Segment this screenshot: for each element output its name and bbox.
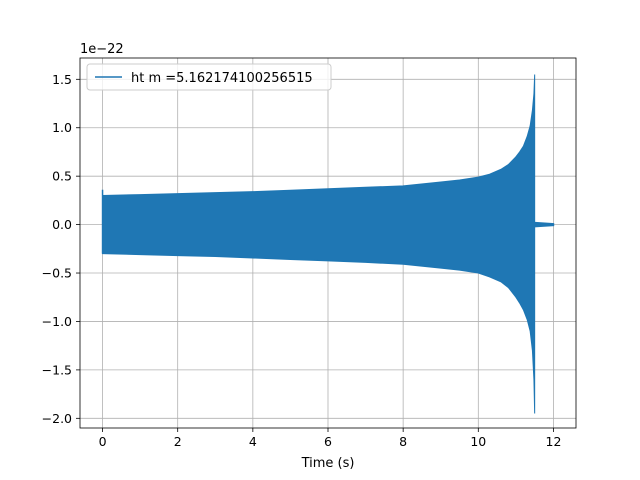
- x-tick-label: 6: [324, 434, 332, 449]
- y-tick-label: 0.5: [52, 169, 72, 184]
- y-tick-label: 1.5: [52, 72, 72, 87]
- x-axis-label: Time (s): [301, 456, 355, 471]
- waveform-ringdown: [534, 221, 555, 228]
- waveform-envelope: [102, 74, 536, 414]
- y-tick-label: −1.0: [42, 314, 72, 329]
- y-offset-label: 1e−22: [80, 42, 124, 57]
- x-tick-label: 10: [470, 434, 486, 449]
- x-tick-label: 4: [249, 434, 257, 449]
- legend-label: ht m =5.162174100256515: [131, 71, 313, 86]
- x-tick-label: 8: [399, 434, 407, 449]
- legend-box: [86, 63, 332, 91]
- x-tick-label: 0: [99, 434, 107, 449]
- x-axis-ticks: 0 2 4 6 8 10 12: [99, 428, 562, 449]
- y-tick-label: −0.5: [42, 266, 72, 281]
- y-axis-ticks: −2.0 −1.5 −1.0 −0.5 0.0 0.5 1.0 1.5: [42, 72, 80, 426]
- y-tick-label: −1.5: [42, 362, 72, 377]
- y-tick-label: 0.0: [52, 217, 72, 232]
- y-tick-label: 1.0: [52, 120, 72, 135]
- series-ht: [101, 74, 555, 414]
- y-tick-label: −2.0: [42, 411, 72, 426]
- x-tick-label: 12: [546, 434, 562, 449]
- legend: ht m =5.162174100256515: [86, 63, 332, 91]
- x-tick-label: 2: [174, 434, 182, 449]
